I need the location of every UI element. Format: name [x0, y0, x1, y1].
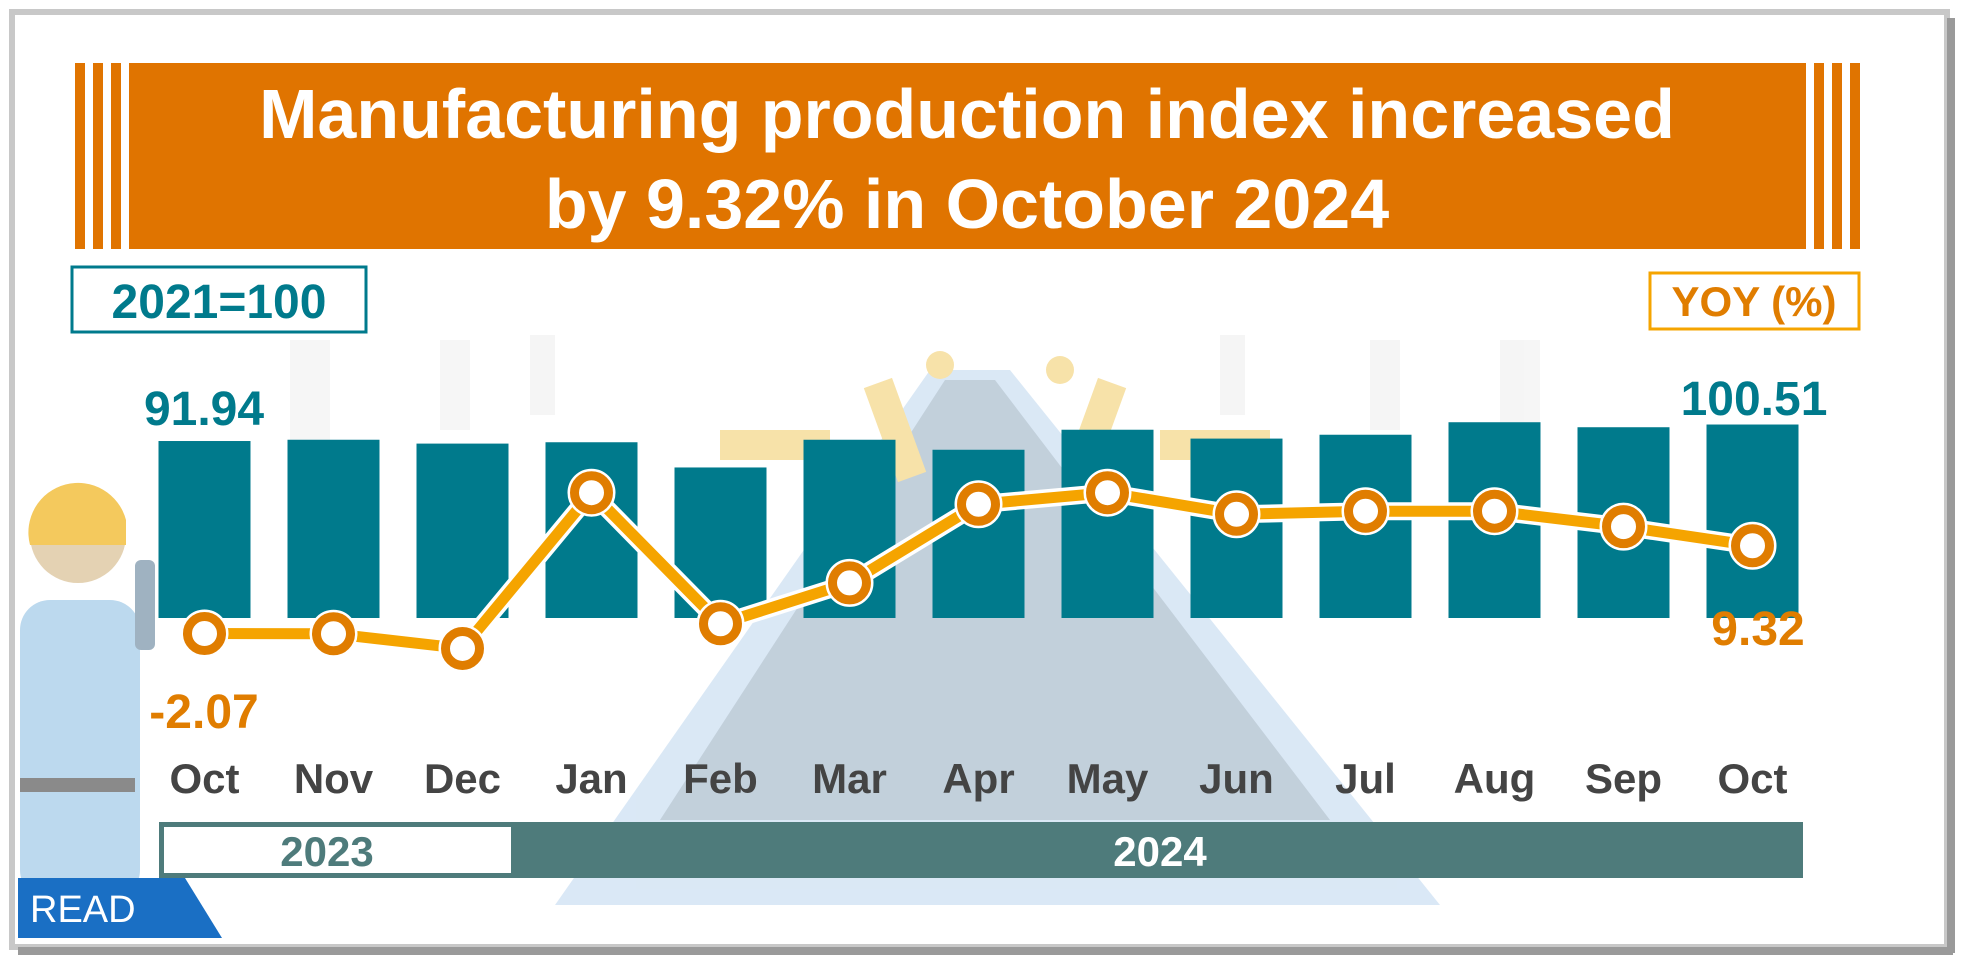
left-axis-label-box	[70, 265, 368, 334]
last-yoy-label: 9.32	[1711, 603, 1804, 656]
month-label: Nov	[294, 755, 374, 802]
month-label: Apr	[942, 755, 1014, 802]
title-line-1: Manufacturing production index increased	[259, 75, 1675, 153]
yoy-marker	[1344, 489, 1387, 533]
year-2023-label: 2023	[280, 828, 373, 875]
yoy-marker	[957, 482, 1000, 526]
right-axis-label-box	[1648, 271, 1861, 331]
yoy-marker	[828, 561, 871, 605]
month-label: Sep	[1585, 755, 1662, 802]
month-label: Jun	[1199, 755, 1274, 802]
index-bar	[1706, 424, 1799, 618]
yoy-marker	[1602, 505, 1645, 549]
month-label: Feb	[683, 755, 758, 802]
month-label: Aug	[1454, 755, 1536, 802]
index-bar	[287, 439, 380, 618]
yoy-marker	[312, 612, 355, 656]
yoy-marker	[1731, 524, 1774, 568]
yoy-marker	[441, 626, 484, 670]
month-label: Mar	[812, 755, 887, 802]
yoy-marker	[1086, 471, 1129, 515]
read-badge[interactable]	[18, 878, 222, 938]
month-label: Oct	[169, 755, 239, 802]
index-bar	[1061, 429, 1154, 618]
worker-illustration	[20, 482, 155, 900]
index-bar	[932, 449, 1025, 618]
first-index-label: 91.94	[144, 383, 264, 436]
frame-shadow	[1947, 18, 1955, 953]
yoy-marker	[570, 471, 613, 515]
year-2024-label: 2024	[1113, 828, 1207, 875]
title-line-2: by 9.32% in October 2024	[545, 165, 1389, 243]
read-badge-label: READ	[30, 889, 136, 931]
month-label: Oct	[1717, 755, 1787, 802]
yoy-marker	[699, 602, 742, 646]
title-banner: Manufacturing production index increased…	[75, 63, 1860, 249]
right-axis-label: YOY (%)	[1672, 278, 1837, 325]
yoy-marker	[1473, 489, 1516, 533]
year-2023-box	[164, 827, 511, 873]
yoy-marker	[1215, 492, 1258, 536]
yoy-marker	[183, 612, 226, 656]
month-label: Dec	[424, 755, 501, 802]
month-label: Jul	[1335, 755, 1396, 802]
last-index-label: 100.51	[1681, 373, 1828, 426]
index-bar	[416, 443, 509, 618]
first-yoy-label: -2.07	[149, 686, 258, 739]
left-axis-label: 2021=100	[112, 276, 327, 329]
month-label: Jan	[555, 755, 627, 802]
frame-shadow-bottom	[18, 947, 1953, 955]
month-label: May	[1067, 755, 1149, 802]
index-bar	[158, 441, 251, 618]
